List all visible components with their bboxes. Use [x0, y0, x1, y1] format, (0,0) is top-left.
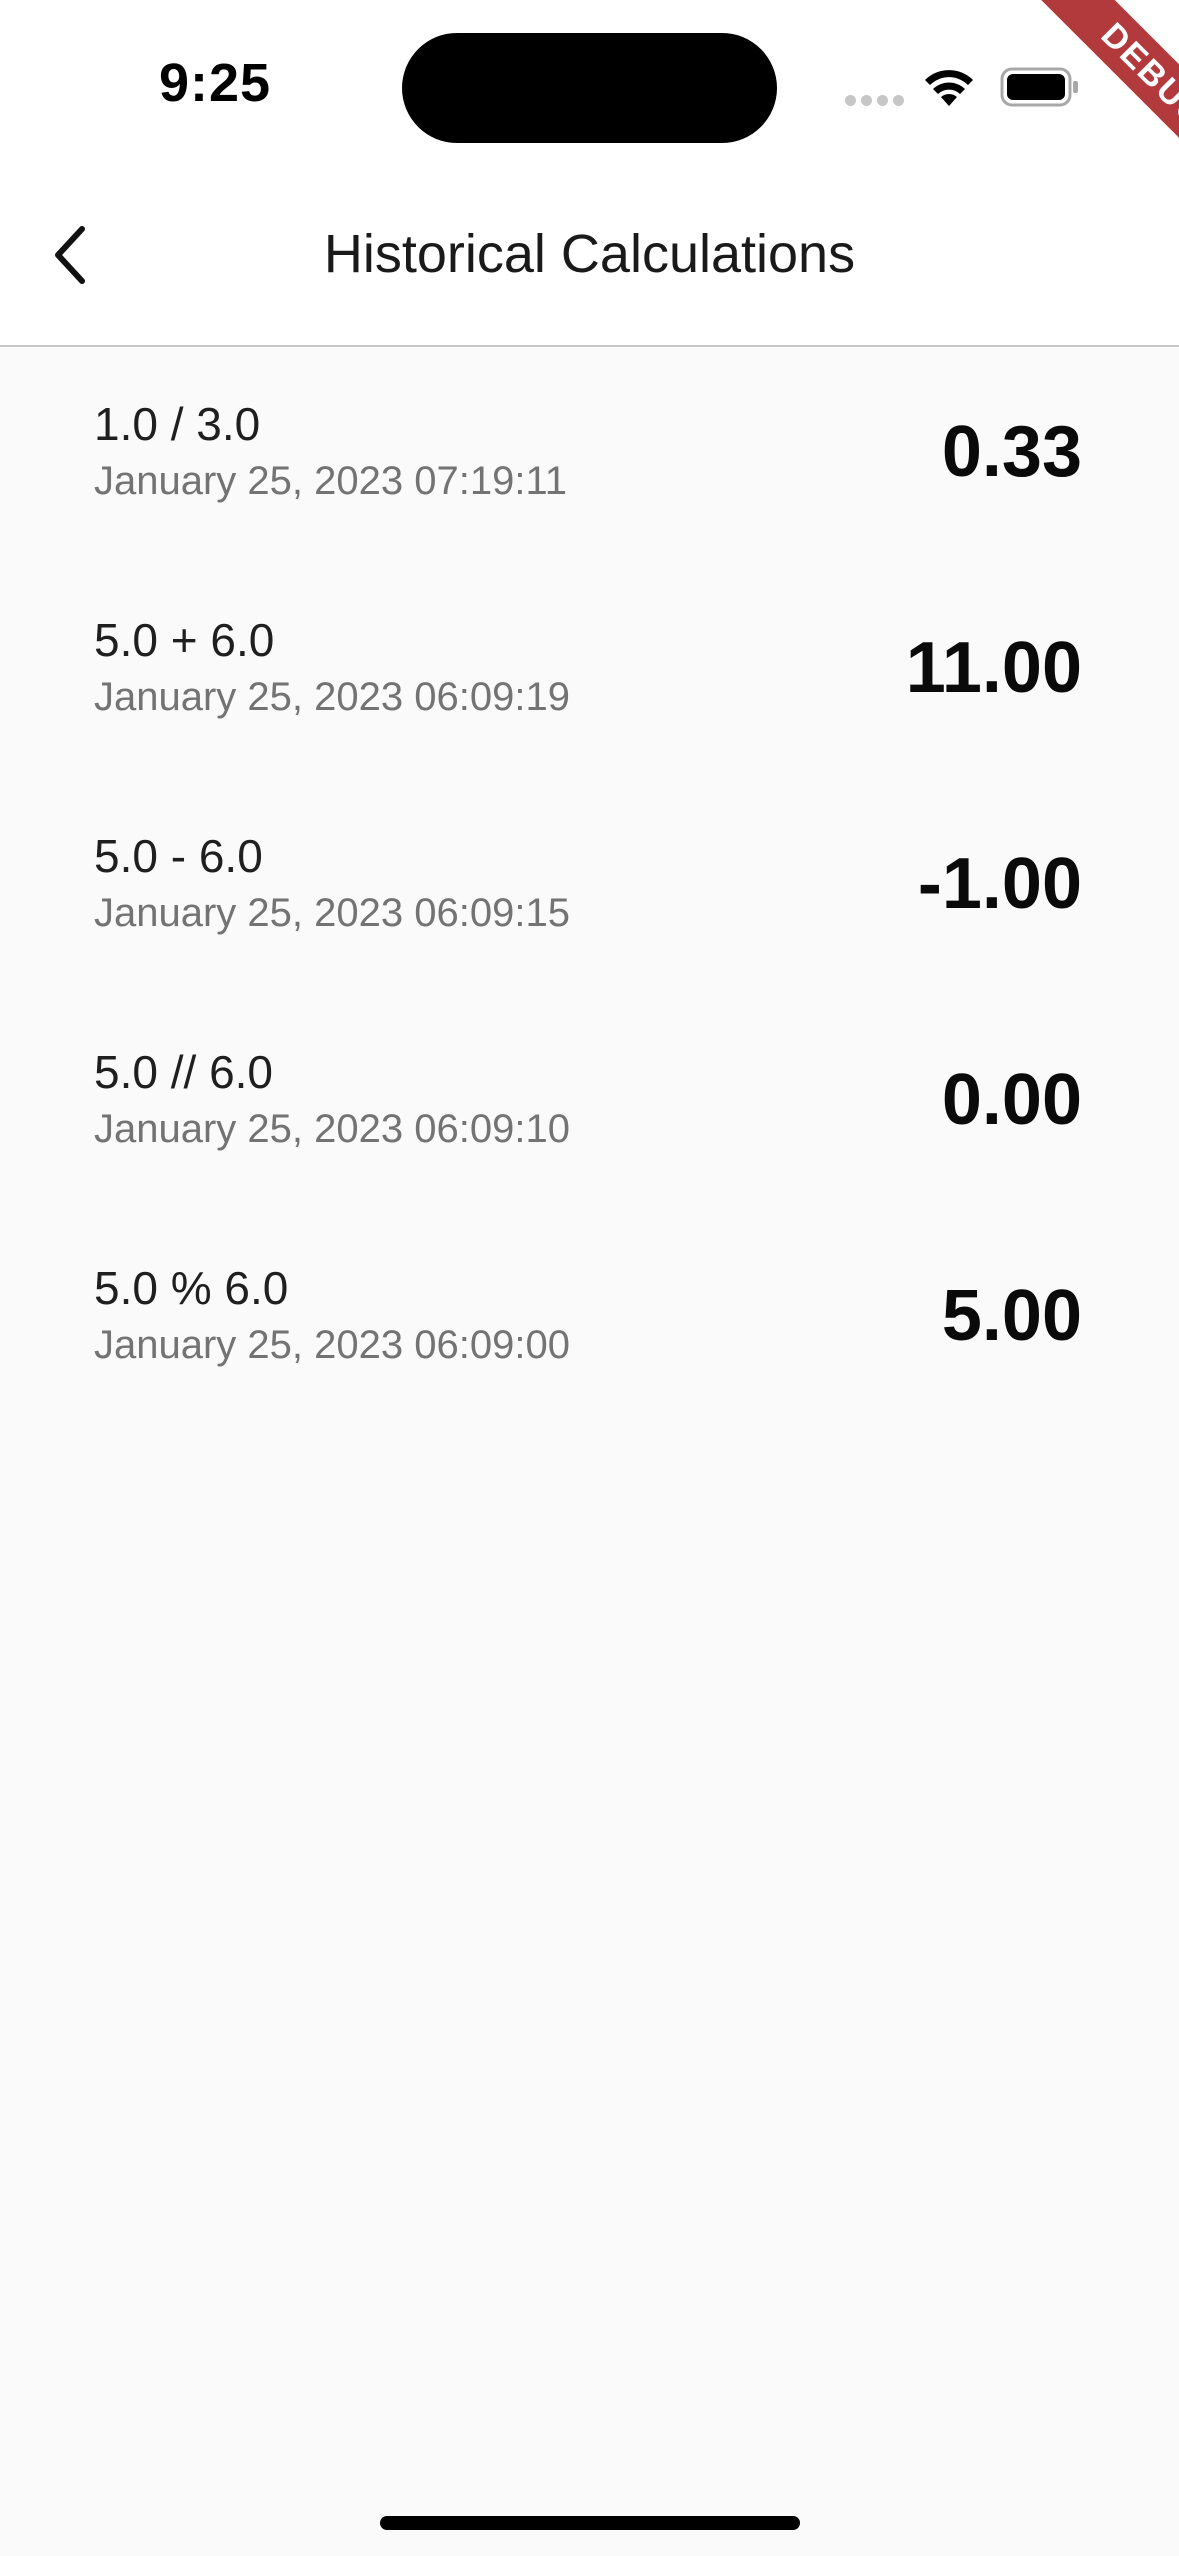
status-time: 9:25	[158, 53, 272, 113]
list-item[interactable]: 5.0 + 6.0 January 25, 2023 06:09:19 11.0…	[0, 563, 1179, 779]
history-timestamp: January 25, 2023 07:19:11	[94, 459, 567, 503]
chevron-left-icon	[55, 226, 85, 284]
wifi-icon	[923, 64, 975, 108]
history-result: -1.00	[917, 844, 1082, 924]
history-expression: 1.0 / 3.0	[94, 398, 261, 450]
debug-banner-label: DEBUG	[1029, 0, 1179, 200]
list-item[interactable]: 5.0 // 6.0 January 25, 2023 06:09:10 0.0…	[0, 995, 1179, 1211]
cellular-signal-icon	[845, 95, 905, 107]
history-expression: 5.0 - 6.0	[94, 830, 263, 882]
back-button[interactable]	[30, 215, 110, 295]
history-timestamp: January 25, 2023 06:09:19	[94, 675, 570, 719]
history-list: 1.0 / 3.0 January 25, 2023 07:19:11 0.33…	[0, 347, 1179, 1427]
history-timestamp: January 25, 2023 06:09:15	[94, 891, 570, 935]
list-item[interactable]: 5.0 % 6.0 January 25, 2023 06:09:00 5.00	[0, 1211, 1179, 1427]
app-bar: Historical Calculations	[0, 175, 1179, 347]
history-result: 5.00	[941, 1276, 1082, 1356]
history-result: 11.00	[905, 628, 1082, 708]
page-title: Historical Calculations	[323, 224, 856, 284]
history-expression: 5.0 + 6.0	[94, 614, 275, 666]
debug-banner: DEBUG	[979, 0, 1179, 200]
home-indicator	[380, 2516, 800, 2530]
list-item[interactable]: 1.0 / 3.0 January 25, 2023 07:19:11 0.33	[0, 347, 1179, 563]
battery-icon	[1000, 66, 1080, 108]
history-result: 0.33	[941, 412, 1082, 492]
dynamic-island	[402, 33, 777, 143]
status-bar: 9:25	[0, 0, 1179, 175]
history-expression: 5.0 % 6.0	[94, 1262, 289, 1314]
history-result: 0.00	[941, 1060, 1082, 1140]
history-timestamp: January 25, 2023 06:09:10	[94, 1107, 570, 1151]
history-expression: 5.0 // 6.0	[94, 1046, 274, 1098]
list-item[interactable]: 5.0 - 6.0 January 25, 2023 06:09:15 -1.0…	[0, 779, 1179, 995]
history-timestamp: January 25, 2023 06:09:00	[94, 1323, 570, 1367]
